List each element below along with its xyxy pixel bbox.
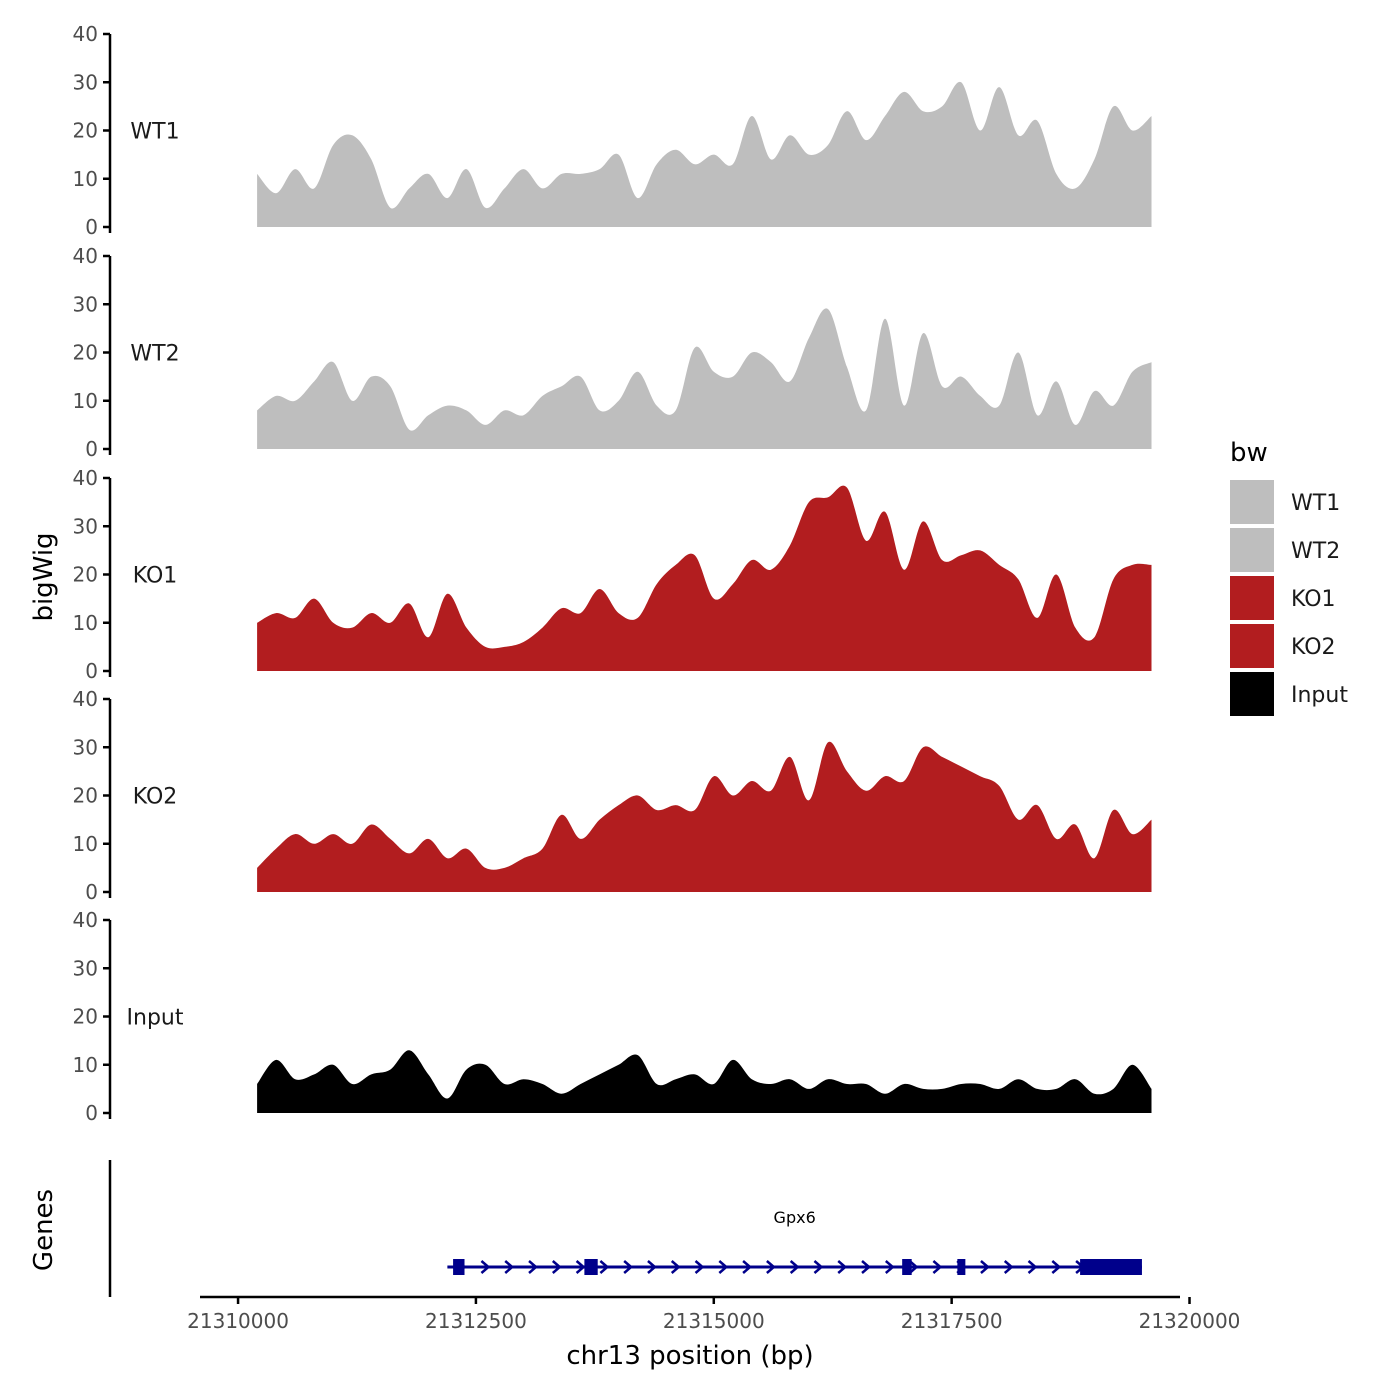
legend: bw WT1 WT2 KO1 KO2 Input (1230, 438, 1348, 716)
strand-arrow (789, 1260, 800, 1274)
x-tick-label: 21320000 (1139, 1309, 1241, 1333)
strand-arrow (813, 1260, 824, 1274)
legend-label-input: Input (1291, 683, 1348, 708)
legend-swatch-wt2 (1230, 528, 1274, 572)
y-tick-label: 30 (73, 292, 98, 316)
legend-swatch-wt1 (1230, 480, 1274, 524)
y-axis-title: bigWig (29, 532, 59, 621)
strand-arrow (551, 1260, 562, 1274)
track-label-ko2: KO2 (133, 785, 178, 810)
y-tick-label: 0 (85, 437, 98, 461)
track-wt2: 0 10 20 30 40 WT2 (73, 244, 1152, 461)
strand-arrow (504, 1260, 515, 1274)
y-tick-label: 30 (73, 956, 98, 980)
y-tick-label: 20 (73, 341, 98, 365)
gene-exon (902, 1259, 912, 1275)
area-ko1 (257, 485, 1152, 671)
y-tick-label: 30 (73, 70, 98, 94)
coverage-tracks: 0 10 20 30 40 WT1 0 10 20 30 40 WT2 0 10 20 30 40 KO1 0 10 2… (73, 22, 1152, 1125)
strand-arrow (884, 1260, 895, 1274)
gene-exon (957, 1259, 966, 1275)
y-tick-label: 40 (73, 908, 98, 932)
y-tick-label: 0 (85, 1101, 98, 1125)
strand-arrow (1027, 1260, 1038, 1274)
y-tick-label: 10 (73, 1053, 98, 1077)
track-ko1: 0 10 20 30 40 KO1 (73, 466, 1152, 683)
track-label-input: Input (127, 1006, 184, 1031)
y-tick-label: 30 (73, 735, 98, 759)
strand-arrow (575, 1260, 586, 1274)
legend-swatch-ko1 (1230, 576, 1274, 620)
legend-title: bw (1230, 438, 1268, 468)
strand-arrow (670, 1260, 681, 1274)
y-tick-label: 20 (73, 119, 98, 143)
strand-arrow (742, 1260, 753, 1274)
strand-arrow (980, 1260, 990, 1274)
y-tick-label: 20 (73, 784, 98, 808)
y-tick-label: 30 (73, 514, 98, 538)
x-axis-title: chr13 position (bp) (566, 1341, 813, 1371)
y-tick-label: 10 (73, 167, 98, 191)
x-tick-label: 21315000 (663, 1309, 765, 1333)
area-ko2 (257, 741, 1152, 892)
strand-arrow (766, 1260, 776, 1274)
gene-track: Gpx6 (108, 1160, 1142, 1297)
y-tick-label: 10 (73, 611, 98, 635)
legend-label-ko2: KO2 (1291, 635, 1336, 660)
track-label-wt1: WT1 (130, 120, 179, 145)
track-label-ko1: KO1 (133, 564, 178, 589)
area-wt2 (257, 308, 1152, 449)
legend-swatch-input (1230, 672, 1274, 716)
y-tick-label: 40 (73, 466, 98, 490)
gene-label: Gpx6 (774, 1208, 816, 1227)
y-tick-label: 10 (73, 389, 98, 413)
strand-arrow (837, 1260, 848, 1274)
y-tick-label: 40 (73, 22, 98, 46)
area-input (257, 1050, 1152, 1113)
strand-arrow (718, 1260, 729, 1274)
strand-arrow (932, 1260, 943, 1274)
genes-axis-title: Genes (29, 1189, 59, 1271)
y-tick-label: 0 (85, 659, 98, 683)
track-input: 0 10 20 30 40 Input (73, 908, 1152, 1125)
area-wt1 (257, 81, 1152, 227)
x-tick-label: 21312500 (425, 1309, 527, 1333)
gene-exon (584, 1259, 598, 1275)
y-tick-label: 0 (85, 215, 98, 239)
strand-arrow (480, 1260, 491, 1274)
gene-exon (1080, 1259, 1142, 1275)
track-ko2: 0 10 20 30 40 KO2 (73, 687, 1152, 904)
legend-label-ko1: KO1 (1291, 587, 1336, 612)
legend-label-wt2: WT2 (1291, 539, 1340, 564)
y-tick-label: 20 (73, 563, 98, 587)
gene-exon (453, 1259, 465, 1275)
strand-arrow (1051, 1260, 1062, 1274)
track-label-wt2: WT2 (130, 342, 179, 367)
strand-arrow (647, 1260, 657, 1274)
y-tick-label: 40 (73, 244, 98, 268)
y-tick-label: 0 (85, 880, 98, 904)
strand-arrow (694, 1260, 705, 1274)
track-wt1: 0 10 20 30 40 WT1 (73, 22, 1152, 239)
strand-arrow (599, 1260, 610, 1274)
y-tick-label: 40 (73, 687, 98, 711)
strand-arrow (1003, 1260, 1014, 1274)
legend-label-wt1: WT1 (1291, 491, 1340, 516)
strand-arrow (623, 1260, 634, 1274)
strand-arrow (528, 1260, 538, 1274)
strand-arrow (861, 1260, 871, 1274)
x-tick-label: 21317500 (901, 1309, 1003, 1333)
x-axis: 21310000 21312500 21315000 21317500 21320000 (187, 1295, 1241, 1333)
x-tick-label: 21310000 (187, 1309, 289, 1333)
legend-swatch-ko2 (1230, 624, 1274, 668)
y-tick-label: 10 (73, 832, 98, 856)
y-tick-label: 20 (73, 1005, 98, 1029)
strand-arrow (908, 1260, 919, 1274)
